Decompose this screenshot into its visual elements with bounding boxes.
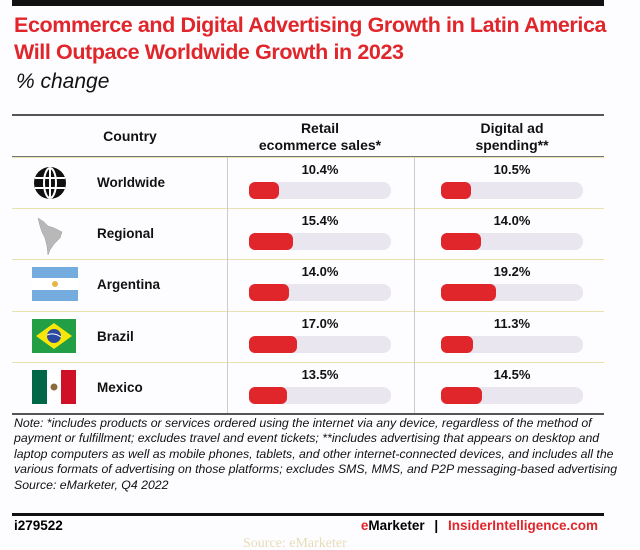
note-text: Note: *includes products or services ord… (14, 416, 618, 477)
footer-brand: eMarketer | InsiderIntelligence.com (361, 518, 598, 534)
retail-bar-track (249, 284, 391, 302)
header-country: Country (103, 128, 157, 144)
header-ad-line2: spending** (475, 137, 549, 153)
header-retail-line1: Retail (300, 120, 340, 136)
table-row: Brazil 17.0% 11.3% (12, 310, 604, 363)
header-rule (12, 114, 604, 116)
source-text: Source: eMarketer, Q4 2022 (14, 477, 169, 492)
retail-bar (249, 284, 289, 302)
mexico-flag-icon (32, 369, 76, 406)
globe-icon (32, 165, 68, 201)
ad-bar (441, 386, 483, 404)
image-caption: Source: eMarketer (243, 536, 347, 550)
latin-america-map-icon (32, 216, 68, 256)
country-name: Worldwide (97, 175, 166, 190)
country-name: Regional (97, 226, 155, 242)
retail-bar-track (249, 335, 391, 353)
header-retail-line2: ecommerce sales* (258, 137, 382, 153)
table-row: Argentina 14.0% 19.2% (12, 259, 604, 311)
ad-value-label: 14.5% (493, 366, 531, 382)
header-retail: Retail ecommerce sales* (240, 120, 400, 154)
ad-bar-track (441, 182, 583, 199)
retail-value-label: 10.4% (301, 162, 339, 177)
brand-name: Marketer (368, 518, 425, 533)
brand-e: e (360, 518, 369, 533)
header-bottom-rule (12, 156, 604, 157)
ad-value-label: 14.0% (493, 213, 531, 229)
table-row: Worldwide 10.4% 10.5% (12, 157, 604, 209)
retail-value-label: 13.5% (301, 366, 339, 382)
chart-title: Ecommerce and Digital Advertising Growth… (14, 13, 607, 64)
retail-value-label: 17.0% (301, 315, 339, 331)
footer-rule (12, 513, 604, 516)
ad-bar-track (441, 233, 583, 251)
header-ad: Digital ad spending** (432, 120, 592, 154)
country-name: Brazil (97, 328, 134, 344)
ad-bar (441, 182, 471, 199)
chart-id: i279522 (14, 518, 63, 533)
brazil-flag-icon (32, 318, 76, 355)
retail-bar-track (249, 386, 391, 404)
ad-bar-track (441, 335, 583, 353)
retail-value-label: 15.4% (301, 213, 339, 229)
header-ad-line1: Digital ad (480, 120, 544, 136)
ad-value-label: 11.3% (493, 315, 531, 331)
country-name: Argentina (97, 277, 161, 293)
ad-bar (441, 233, 481, 251)
retail-bar (249, 233, 293, 251)
ad-value-label: 19.2% (493, 264, 531, 280)
ad-bar-track (441, 284, 583, 302)
ad-value-label: 10.5% (493, 162, 531, 177)
ad-bar-track (441, 386, 583, 404)
retail-value-label: 14.0% (301, 264, 339, 280)
brand-separator: | (434, 518, 439, 533)
argentina-flag-icon (32, 267, 78, 303)
country-name: Mexico (97, 379, 143, 395)
table-bottom-rule (12, 413, 604, 415)
chart-subtitle: % change (16, 70, 110, 93)
retail-bar (249, 182, 279, 199)
ad-bar (441, 335, 474, 353)
brand-site[interactable]: InsiderIntelligence.com (447, 518, 598, 533)
footnote: Note: *includes products or services ord… (14, 416, 626, 493)
ad-bar (441, 284, 496, 302)
retail-bar-track (249, 182, 391, 199)
top-rule (12, 0, 604, 6)
table-row: Mexico 13.5% 14.5% (12, 361, 604, 414)
column-divider (227, 157, 228, 413)
table-row: Regional 15.4% 14.0% (12, 208, 604, 260)
retail-bar (249, 335, 298, 353)
column-divider (414, 157, 415, 413)
retail-bar (249, 386, 288, 404)
retail-bar-track (249, 233, 391, 251)
